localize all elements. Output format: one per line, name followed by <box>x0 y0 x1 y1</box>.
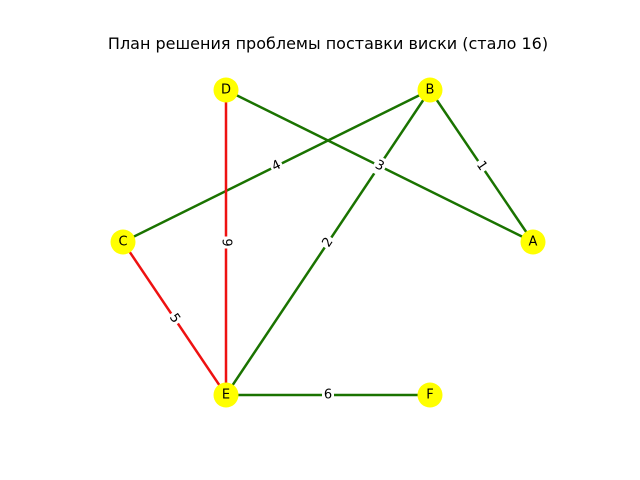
node-circle <box>213 382 239 408</box>
edge-weight-label: 9 <box>217 236 235 249</box>
edge-weight-background <box>322 386 334 404</box>
edge-weight-text: 9 <box>219 238 234 246</box>
figure-title: План решения проблемы поставки виски (ст… <box>108 34 548 53</box>
node-label: F <box>426 388 433 403</box>
edge-weight-label: 5 <box>163 308 186 329</box>
edge-weight-text: 6 <box>324 388 332 403</box>
node-label: C <box>118 235 127 250</box>
node-circle <box>417 77 443 103</box>
edge-weight-label: 2 <box>317 232 339 253</box>
node-circle <box>110 229 136 255</box>
edge-weight-background <box>163 308 186 329</box>
edge-weight-label: 1 <box>470 155 493 177</box>
edge-weight-background <box>317 232 339 253</box>
node-c: C <box>110 229 136 255</box>
edge-weight-label: 4 <box>267 155 286 177</box>
node-label: B <box>426 83 435 98</box>
edge-weight-background <box>217 236 235 249</box>
node-f: F <box>417 382 443 408</box>
node-label: E <box>222 388 230 403</box>
node-label: D <box>221 83 231 98</box>
edge-weight-background <box>470 155 493 177</box>
node-e: E <box>213 382 239 408</box>
edge-weight-background <box>370 155 389 177</box>
edge-labels-layer: 3 1 4 2 6 9 5 <box>163 155 493 404</box>
node-b: B <box>417 77 443 103</box>
edge-weight-background <box>267 155 286 177</box>
node-circle <box>520 229 546 255</box>
node-d: D <box>213 77 239 103</box>
node-a: A <box>520 229 546 255</box>
edge-weight-label: 6 <box>322 386 334 404</box>
node-circle <box>417 382 443 408</box>
node-circle <box>213 77 239 103</box>
node-label: A <box>529 235 538 250</box>
nodes-layer: A B C D E F <box>110 77 546 408</box>
edge-weight-label: 3 <box>370 155 389 177</box>
